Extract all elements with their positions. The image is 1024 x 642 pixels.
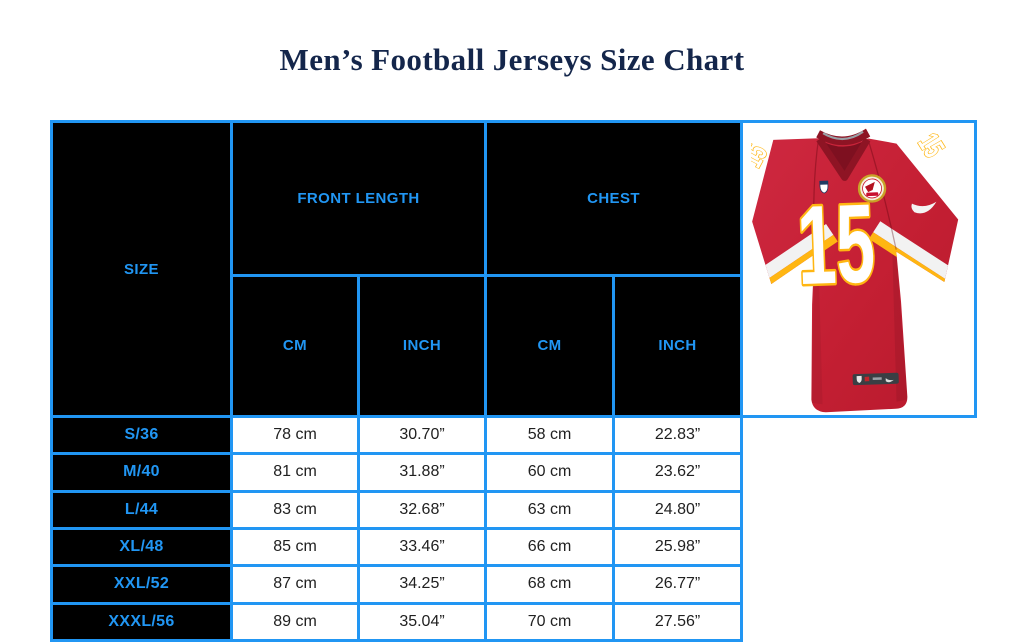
table-row: L/44 83 cm 32.68” 63 cm 24.80” <box>50 489 976 530</box>
nike-swoosh-icon <box>911 201 937 214</box>
size-cell: XXL/52 <box>50 564 233 605</box>
chest-cm-cell: 70 cm <box>484 601 616 642</box>
size-cell: XL/48 <box>50 526 233 568</box>
jock-tag <box>852 372 899 386</box>
svg-text:15: 15 <box>911 128 951 163</box>
size-column-header: SIZE <box>50 120 233 418</box>
chest-cm-cell: 63 cm <box>484 489 616 530</box>
shoulder-number-right: 15 <box>911 127 952 164</box>
front-inch-cell: 35.04” <box>356 601 488 642</box>
chest-group-header: CHEST <box>484 120 744 277</box>
front-inch-cell: 30.70” <box>356 414 488 456</box>
table-row: S/36 78 cm 30.70” 58 cm 22.83” <box>50 414 976 456</box>
front-inch-cell: 34.25” <box>356 564 488 605</box>
front-inch-header: INCH <box>356 273 488 419</box>
chiefs-patch-icon <box>857 174 887 203</box>
front-cm-cell: 89 cm <box>230 601 360 642</box>
front-inch-cell: 33.46” <box>356 526 488 568</box>
jersey-image: 15 15 <box>751 127 965 413</box>
front-length-group-header: FRONT LENGTH <box>229 120 488 277</box>
size-cell: M/40 <box>50 452 233 493</box>
chest-cm-cell: 58 cm <box>484 414 616 456</box>
chest-inch-cell: 26.77” <box>612 564 744 605</box>
table-row: XXL/52 87 cm 34.25” 68 cm 26.77” <box>50 564 976 605</box>
table-row: XXXL/56 89 cm 35.04” 70 cm 27.56” <box>50 601 976 642</box>
table-row: M/40 81 cm 31.88” 60 cm 23.62” <box>50 452 976 493</box>
size-cell: L/44 <box>50 489 233 530</box>
front-cm-cell: 81 cm <box>230 452 360 493</box>
collar <box>816 137 871 181</box>
jersey-body <box>752 138 959 413</box>
page-title: Men’s Football Jerseys Size Chart <box>279 42 745 77</box>
front-cm-cell: 83 cm <box>230 489 360 530</box>
nfl-shield-icon <box>819 180 829 194</box>
front-cm-cell: 87 cm <box>230 564 360 605</box>
chest-inch-cell: 23.62” <box>612 452 744 493</box>
front-cm-cell: 78 cm <box>230 414 360 456</box>
front-cm-header: CM <box>230 273 360 419</box>
jersey-number: 15 <box>793 179 878 311</box>
jersey-cell: 15 15 <box>740 120 978 418</box>
chest-cm-header: CM <box>484 273 616 419</box>
size-chart-table: SIZE FRONT LENGTH CHEST <box>50 120 978 642</box>
table-row: XL/48 85 cm 33.46” 66 cm 25.98” <box>50 526 976 568</box>
chest-inch-cell: 24.80” <box>612 489 744 530</box>
chest-cm-cell: 66 cm <box>484 526 616 568</box>
front-cm-cell: 85 cm <box>230 526 360 568</box>
size-cell: S/36 <box>50 414 233 456</box>
chest-cm-cell: 68 cm <box>484 564 616 605</box>
chest-inch-header: INCH <box>612 273 744 419</box>
size-cell: XXXL/56 <box>50 601 233 642</box>
chest-inch-cell: 25.98” <box>612 526 744 568</box>
chest-cm-cell: 60 cm <box>484 452 616 493</box>
front-inch-cell: 32.68” <box>356 489 488 530</box>
front-inch-cell: 31.88” <box>356 452 488 493</box>
chest-inch-cell: 27.56” <box>612 601 744 642</box>
svg-text:15: 15 <box>795 180 877 308</box>
chest-inch-cell: 22.83” <box>612 414 744 456</box>
